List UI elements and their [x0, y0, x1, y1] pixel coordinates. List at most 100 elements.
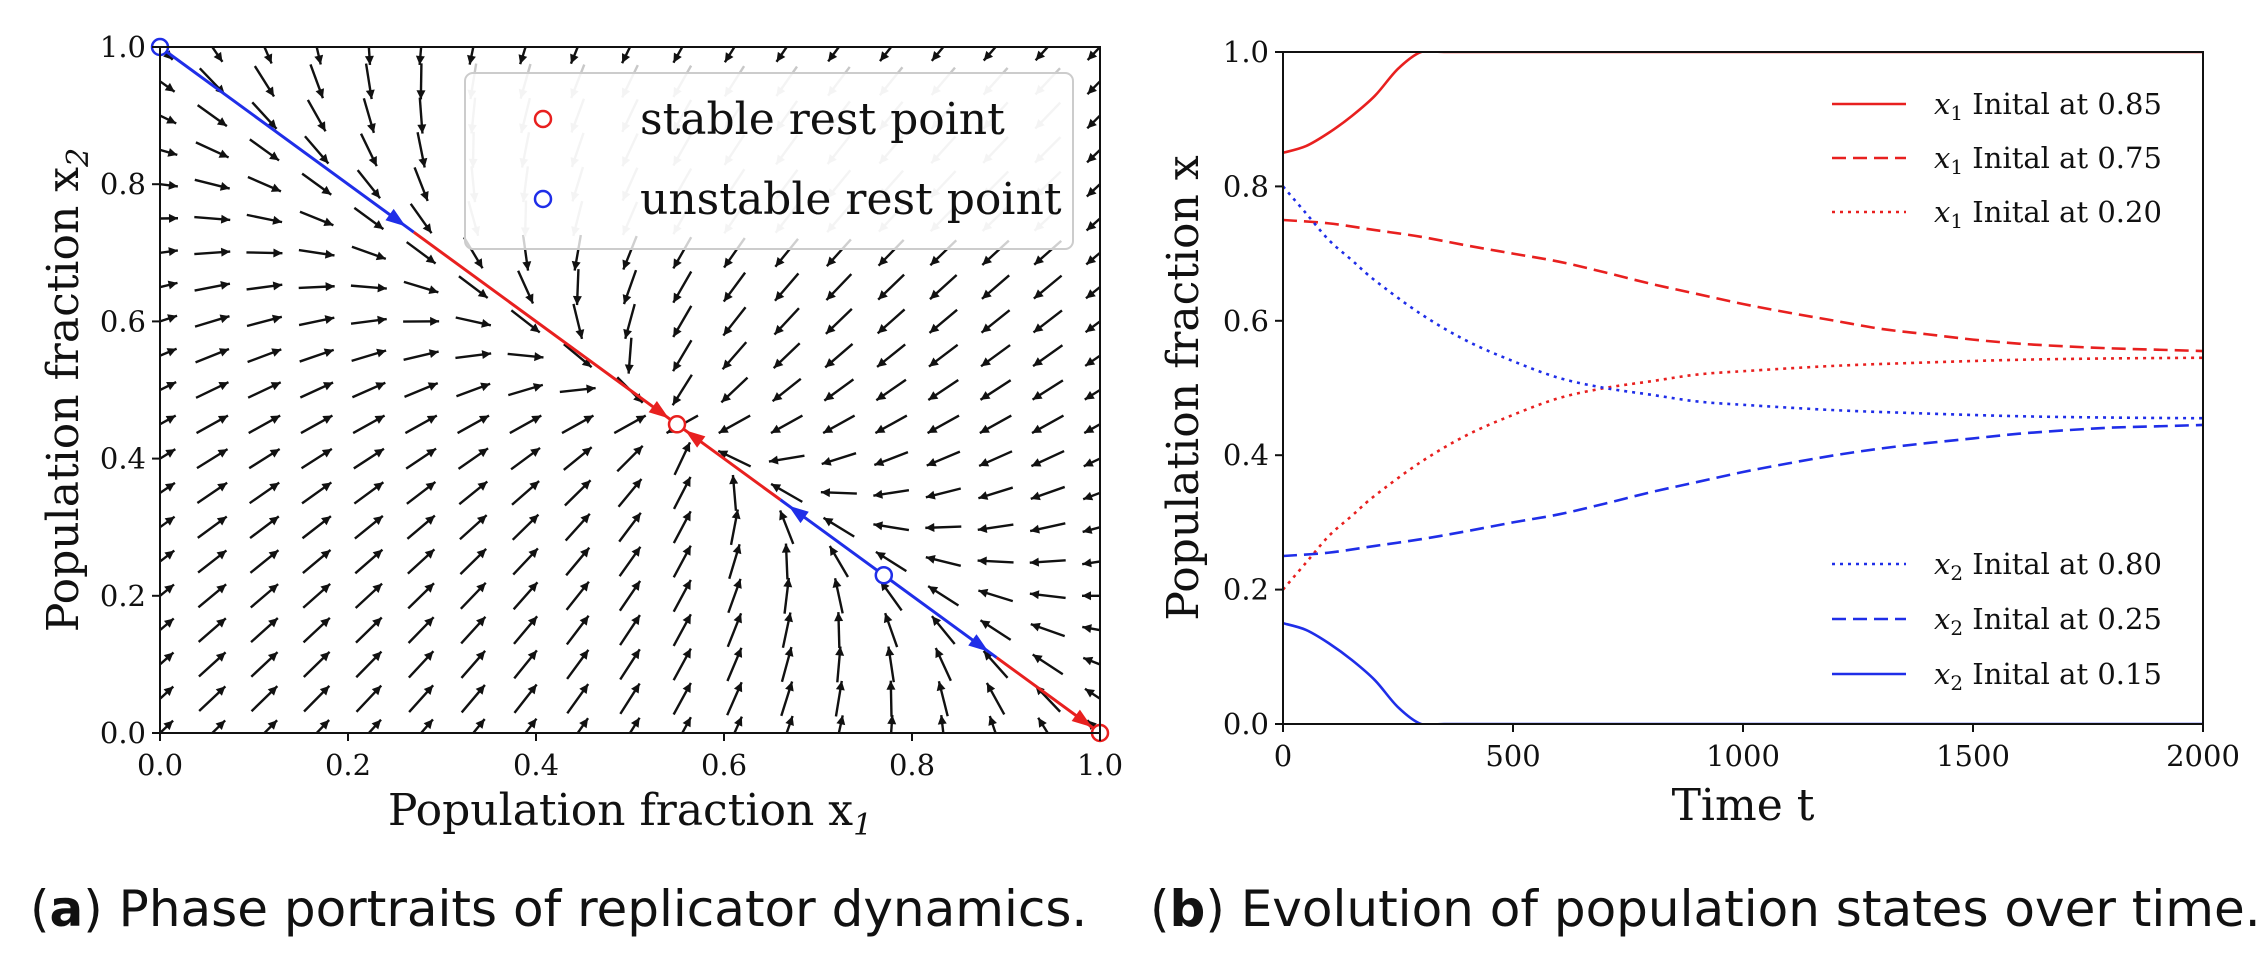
field-arrow-head [825, 358, 835, 368]
legend-label: stable rest point [640, 94, 1005, 145]
series-line [1283, 621, 2203, 724]
field-arrow-head [835, 680, 845, 691]
field-arrow-head [579, 649, 589, 660]
field-arrow-head [367, 122, 376, 133]
field-arrow-head [424, 583, 435, 593]
field-arrow-head [1033, 357, 1043, 367]
field-arrow-head [823, 517, 834, 527]
field-arrow-head [579, 615, 589, 626]
field-arrow-head [371, 651, 382, 662]
field-arrow-head [267, 119, 277, 129]
series-line [1283, 218, 2203, 353]
field-arrow-head [1082, 525, 1093, 534]
field-arrow-head [682, 717, 691, 728]
caption-a: (a) Phase portraits of replicator dynami… [30, 880, 1088, 938]
field-arrow-head [272, 215, 283, 225]
field-arrow-head [583, 415, 594, 424]
trajectory-arrow [385, 208, 406, 227]
field-arrow-head [1035, 50, 1046, 61]
y-tick-label: 0.0 [1223, 707, 1269, 741]
trajectory-arrow [1071, 709, 1092, 728]
field-arrow-head [528, 548, 538, 559]
field-arrow-head [571, 260, 581, 271]
field-arrow-head [874, 457, 885, 467]
field-arrow-head [477, 481, 488, 491]
legend-label: x1 Inital at 0.75 [1934, 141, 2162, 179]
field-arrow-head [217, 449, 228, 458]
field-arrow-head [875, 424, 886, 434]
field-arrow-head [164, 482, 175, 492]
x-tick-label: 1.0 [1077, 748, 1123, 782]
field-arrow-head [733, 682, 743, 693]
field-arrow-head [324, 249, 335, 259]
field-arrow-head [925, 554, 936, 564]
field-arrow-head [476, 582, 486, 593]
field-arrow-head [268, 584, 279, 594]
field-arrow-head [425, 515, 435, 525]
field-arrow-head [981, 323, 992, 333]
field-arrow-head [423, 685, 434, 696]
field-arrow-head [428, 285, 439, 295]
field-arrow-head [724, 257, 733, 268]
field-arrow-head [927, 424, 938, 434]
field-arrow-head [166, 115, 177, 124]
field-arrow-head [272, 281, 283, 291]
field-arrow-head [425, 481, 436, 491]
field-arrow-head [631, 649, 640, 660]
field-arrow-head [776, 51, 786, 62]
y-tick-label: 0.4 [100, 442, 146, 476]
x-tick-label: 0.0 [137, 748, 183, 782]
series-line [1283, 423, 2203, 558]
field-arrow-head [1033, 323, 1044, 333]
field-arrow-head [216, 618, 226, 628]
trajectory-arrow [968, 634, 989, 652]
field-arrow-head [218, 149, 229, 158]
field-arrow-head [481, 318, 491, 328]
field-arrow-head [375, 382, 386, 391]
field-arrow-head [630, 717, 640, 728]
field-arrow-head [937, 715, 947, 725]
field-arrow-head [528, 582, 538, 593]
field-arrow-head [534, 352, 544, 362]
field-arrow-head [785, 681, 794, 692]
field-arrow-head [731, 509, 741, 520]
field-arrow-head [364, 55, 374, 65]
field-arrow-head [365, 89, 375, 100]
field-arrow-head [1082, 624, 1092, 633]
field-arrow-head [929, 289, 940, 300]
field-arrow-head [163, 720, 174, 731]
field-arrow-head [527, 616, 538, 627]
field-arrow-head [773, 358, 784, 369]
x-tick-label: 0.6 [701, 748, 747, 782]
field-arrow-head [267, 686, 278, 696]
field-arrow-head [267, 720, 278, 730]
field-arrow-head [219, 182, 230, 191]
field-arrow-head [315, 88, 325, 99]
field-arrow-head [163, 686, 174, 696]
y-tick-label: 0.8 [100, 167, 146, 201]
field-arrow-head [1032, 391, 1043, 400]
field-arrow-head [317, 121, 326, 132]
field-arrow-head [879, 51, 890, 62]
y-tick-label: 1.0 [1223, 35, 1269, 69]
field-arrow-head [1087, 50, 1098, 61]
field-arrow-head [377, 283, 387, 293]
field-arrow-head [216, 550, 227, 560]
field-arrow-head [977, 556, 987, 566]
field-arrow-head [623, 328, 632, 339]
field-arrow-head [935, 648, 944, 659]
field-arrow-head [631, 580, 641, 591]
field-arrow-head [168, 213, 178, 223]
field-arrow-head [527, 650, 537, 661]
trajectory-arrow [685, 430, 706, 448]
field-arrow-head [426, 448, 437, 458]
field-arrow-head [771, 483, 782, 493]
field-arrow-head [581, 357, 592, 368]
field-arrow-head [1083, 458, 1094, 467]
field-arrow-head [1087, 152, 1097, 163]
field-arrow-head [1084, 424, 1095, 434]
field-arrow-head [320, 583, 331, 594]
field-arrow-head [475, 650, 486, 661]
field-arrow-head [774, 324, 784, 335]
field-arrow-head [926, 457, 937, 467]
